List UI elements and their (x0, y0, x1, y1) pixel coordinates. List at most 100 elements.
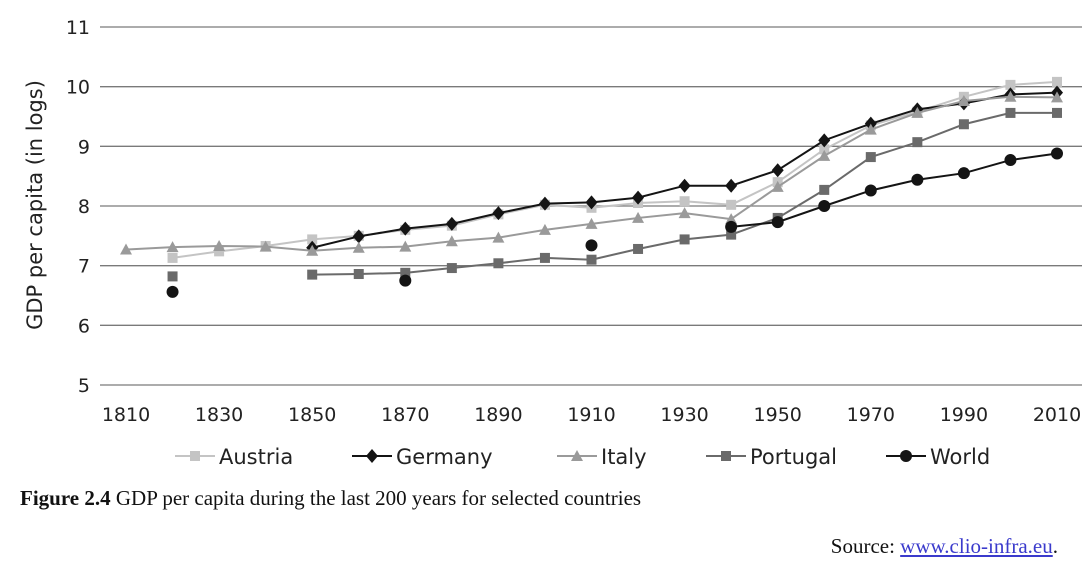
data-point (353, 269, 364, 280)
legend-label: Germany (396, 445, 493, 469)
figure-label: Figure 2.4 (20, 486, 111, 510)
legend-item-world: World (886, 445, 990, 469)
data-point (445, 235, 458, 247)
data-point (585, 239, 598, 252)
legend: Austria Germany Italy Portugal World (175, 445, 990, 469)
data-point (399, 240, 412, 252)
y-tick-label: 8 (78, 196, 90, 218)
x-tick-label: 1990 (940, 404, 988, 426)
data-point (307, 269, 318, 280)
data-point (771, 180, 784, 192)
data-point (492, 206, 505, 221)
data-point (214, 246, 225, 257)
data-point (492, 231, 505, 243)
x-tick-label: 1950 (754, 404, 802, 426)
y-tick-label: 6 (78, 315, 90, 337)
x-tick-label: 1810 (102, 404, 150, 426)
data-point (900, 450, 912, 462)
legend-label: World (930, 445, 990, 469)
y-axis-label: GDP per capita (in logs) (23, 80, 47, 330)
y-tick-label: 10 (66, 77, 90, 99)
data-point (538, 223, 551, 235)
grid-lines (100, 26, 1082, 386)
x-tick-label: 1890 (474, 404, 522, 426)
data-point (725, 220, 738, 233)
data-point (1005, 107, 1016, 118)
series-line-austria (172, 80, 1058, 259)
data-point (726, 199, 737, 210)
series-world (166, 147, 1063, 298)
gdp-line-chart: 5 6 7 8 9 10 11 1810 1830 1850 1870 1890 1910 1930 19… (23, 17, 1082, 469)
legend-label: Italy (601, 445, 647, 469)
series-line-portugal (312, 111, 1057, 276)
data-point (445, 216, 458, 231)
data-point (1052, 76, 1062, 87)
series-line-world (731, 152, 1058, 228)
data-point (957, 94, 970, 106)
x-tick-label: 1830 (195, 404, 243, 426)
data-point (1004, 90, 1017, 102)
legend-item-portugal: Portugal (706, 445, 837, 469)
series-portugal (167, 107, 1062, 282)
y-axis-ticks: 5 6 7 8 9 10 11 (66, 17, 90, 397)
data-point (306, 244, 319, 256)
data-point (166, 241, 179, 253)
data-point (586, 254, 597, 265)
data-point (167, 252, 178, 263)
y-tick-label: 7 (78, 256, 90, 278)
data-point (679, 196, 690, 207)
source-link[interactable]: www.clio-infra.eu (900, 534, 1053, 558)
x-axis-ticks: 1810 1830 1850 1870 1890 1910 1930 1950 1970 1990… (102, 404, 1081, 426)
data-point (771, 216, 784, 229)
data-point (493, 258, 504, 269)
data-point (957, 167, 970, 180)
x-tick-label: 2010 (1033, 404, 1081, 426)
data-point (352, 229, 365, 244)
data-point (399, 221, 412, 236)
x-tick-label: 1970 (847, 404, 895, 426)
data-point (399, 274, 412, 287)
data-point (120, 243, 132, 255)
data-point (679, 234, 690, 245)
data-point (819, 144, 830, 155)
data-point (190, 451, 200, 461)
data-point (864, 123, 877, 135)
x-tick-label: 1910 (567, 404, 615, 426)
series-group (120, 76, 1063, 298)
data-point (771, 163, 784, 178)
data-point (819, 184, 830, 195)
data-point (1052, 107, 1062, 118)
data-point (446, 263, 457, 274)
data-point (1005, 79, 1016, 90)
data-point (721, 451, 731, 461)
data-point (678, 178, 691, 193)
data-point (818, 133, 831, 148)
data-point (911, 173, 924, 186)
data-point (633, 243, 644, 254)
data-point (366, 449, 378, 463)
legend-item-germany: Germany (352, 445, 493, 469)
series-line-germany (311, 91, 1058, 249)
data-point (352, 241, 365, 253)
data-point (585, 217, 598, 229)
data-point (307, 234, 318, 245)
data-point (678, 207, 691, 219)
data-point (166, 285, 179, 298)
x-tick-label: 1850 (288, 404, 336, 426)
y-tick-label: 9 (78, 136, 90, 158)
data-point (539, 252, 550, 263)
data-point (585, 195, 598, 210)
source-prefix: Source: (830, 534, 901, 558)
source-suffix: . (1052, 534, 1058, 558)
series-italy (120, 90, 1063, 256)
figure-caption-text: GDP per capita during the last 200 years… (110, 486, 642, 510)
data-point (213, 239, 226, 251)
data-point (818, 200, 831, 212)
data-point (1051, 91, 1063, 103)
data-point (1051, 147, 1063, 160)
data-point (818, 149, 831, 161)
data-point (632, 211, 645, 223)
legend-item-austria: Austria (175, 445, 293, 469)
data-point (571, 450, 583, 461)
data-point (912, 137, 923, 148)
